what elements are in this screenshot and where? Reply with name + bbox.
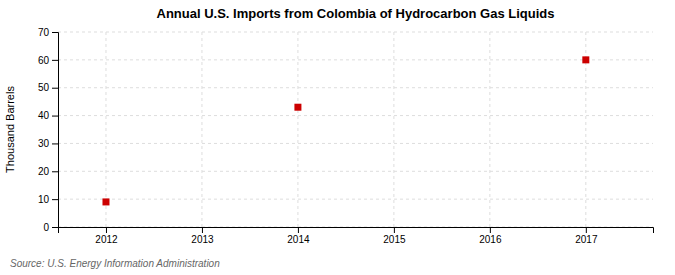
y-tick-mark	[52, 171, 58, 172]
y-grid-line	[58, 115, 653, 116]
point	[582, 56, 589, 63]
y-grid-line	[58, 199, 653, 200]
y-grid-line	[58, 59, 653, 60]
x-tick: 2014	[287, 227, 310, 245]
y-tick-label: 60	[38, 55, 50, 66]
x-grid-line	[297, 32, 298, 227]
x-tick-mark	[298, 227, 299, 233]
y-tick: 40	[38, 110, 58, 121]
y-tick-mark	[52, 143, 58, 144]
x-grid-line	[201, 32, 202, 227]
y-tick: 20	[38, 166, 58, 177]
y-grid-line	[58, 87, 653, 88]
y-tick-mark	[52, 116, 58, 117]
x-grid-line	[489, 32, 490, 227]
x-tick-label: 2017	[575, 234, 598, 245]
chart: 2012 2013 2014 2015 2016 2017 0 10 20 30 40 50 60 70 A…	[0, 0, 675, 275]
x-grid-line	[105, 32, 106, 227]
points	[102, 56, 589, 205]
y-axis-line	[52, 33, 59, 228]
point	[294, 104, 301, 111]
x-grid-line	[393, 32, 394, 227]
y-tick-mark	[52, 199, 58, 200]
title: Annual U.S. Imports from Colombia of Hyd…	[157, 6, 555, 21]
y-grid-line	[58, 143, 653, 144]
y-tick-label: 30	[38, 138, 50, 149]
source-note: Source: U.S. Energy Information Administ…	[10, 258, 220, 269]
y-tick: 0	[43, 222, 58, 233]
x-tick: 2015	[383, 227, 406, 245]
x-tick-mark	[490, 227, 491, 233]
y-tick-label: 0	[43, 222, 49, 233]
y-tick-label: 70	[38, 27, 50, 38]
x-tick-mark	[394, 227, 395, 233]
x-tick-label: 2013	[191, 234, 214, 245]
x-tick-label: 2016	[479, 234, 502, 245]
y-grid-line	[58, 32, 653, 33]
y-tick-label: 20	[38, 166, 50, 177]
y-axis-title: Thousand Barrels	[4, 86, 16, 173]
point	[102, 198, 109, 205]
y-tick-mark	[52, 227, 58, 228]
y-tick-mark	[52, 88, 58, 89]
x-axis-line	[59, 228, 654, 234]
x-tick-label: 2014	[287, 234, 310, 245]
x-tick-label: 2015	[383, 234, 406, 245]
x-tick: 2013	[191, 227, 214, 245]
y-axis: 0 10 20 30 40 50 60 70	[38, 27, 59, 233]
x-axis: 2012 2013 2014 2015 2016 2017	[59, 227, 654, 245]
x-tick-mark	[106, 227, 107, 233]
x-tick: 2012	[95, 227, 118, 245]
y-tick: 70	[38, 27, 58, 38]
plot: 2012 2013 2014 2015 2016 2017 0 10 20 30 40 50 60 70	[38, 27, 654, 245]
y-tick-label: 40	[38, 110, 50, 121]
x-tick: 2016	[479, 227, 502, 245]
grid	[58, 32, 653, 227]
y-tick: 60	[38, 55, 58, 66]
y-tick-label: 10	[38, 194, 50, 205]
y-tick: 50	[38, 82, 58, 93]
x-tick: 2017	[575, 227, 598, 245]
y-grid-line	[58, 171, 653, 172]
y-tick-mark	[52, 60, 58, 61]
x-tick-label: 2012	[95, 234, 118, 245]
x-tick-mark	[586, 227, 587, 233]
y-tick: 30	[38, 138, 58, 149]
y-tick-label: 50	[38, 82, 50, 93]
y-tick: 10	[38, 194, 58, 205]
y-tick-mark	[52, 32, 58, 33]
x-tick-mark	[202, 227, 203, 233]
